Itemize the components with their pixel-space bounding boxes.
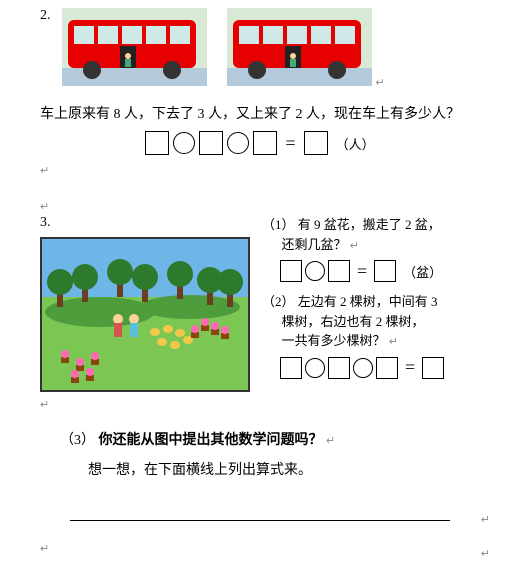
- paragraph-marker: ↵: [481, 547, 490, 560]
- operator-circle: [305, 261, 325, 281]
- unit-label: （盆）: [403, 262, 442, 281]
- bus-image-2: [227, 8, 372, 86]
- equals-sign: =: [357, 261, 367, 282]
- answer-box: [145, 131, 169, 155]
- answer-box: [280, 357, 302, 379]
- sub2-line2: 棵树，右边也有 2 棵树，: [282, 314, 425, 329]
- paragraph-marker: ↵: [481, 513, 490, 526]
- sub3-label: （3）: [60, 433, 95, 448]
- bus-images: [62, 8, 372, 86]
- scene-image: [40, 237, 250, 392]
- operator-circle: [173, 132, 195, 154]
- operator-circle: [353, 358, 373, 378]
- answer-box: [280, 260, 302, 282]
- answer-box: [328, 260, 350, 282]
- answer-blank-line: [70, 503, 450, 521]
- sub1-line1: 有 9 盆花，搬走了 2 盆，: [298, 217, 441, 232]
- problem-2-number: 2.: [40, 8, 51, 24]
- problem-3-number: 3.: [40, 215, 51, 231]
- equals-sign: =: [405, 357, 415, 378]
- paragraph-marker: ↵: [389, 336, 398, 348]
- sub1-equation: = （盆）: [280, 260, 480, 282]
- operator-circle: [305, 358, 325, 378]
- sub3-hint: 想一想，在下面横线上列出算式来。: [88, 459, 480, 479]
- answer-box: [374, 260, 396, 282]
- answer-box: [422, 357, 444, 379]
- paragraph-marker: ↵: [40, 543, 49, 555]
- paragraph-marker: ↵: [40, 165, 49, 177]
- problem-2-equation: = （人）: [40, 131, 480, 155]
- sub2-line3: 一共有多少棵树？: [282, 333, 386, 348]
- bus-image-1: [62, 8, 207, 86]
- paragraph-marker: ↵: [350, 240, 359, 252]
- sub-question-2: （2） 左边有 2 棵树，中间有 3 棵树，右边也有 2 棵树， 一共有多少棵树…: [262, 292, 480, 351]
- sub3-bold: 你还能从图中提出其他数学问题吗？: [99, 433, 323, 448]
- problem-2: 2. ↵ 车上原来有 8 人，下去了 3 人，又上来了 2 人，现在车上有多少人…: [40, 8, 480, 179]
- sub2-label: （2）: [262, 294, 295, 309]
- answer-box: [304, 131, 328, 155]
- unit-label: （人）: [336, 134, 375, 153]
- sub1-line2: 还剩几盆？: [282, 237, 347, 252]
- answer-box: [376, 357, 398, 379]
- paragraph-marker: ↵: [40, 399, 49, 411]
- sub1-label: （1）: [262, 217, 295, 232]
- problem-3: 3. （1） 有 9 盆花，搬走了 2 盆， 还剩几盆？ ↵ = （盆） （2） …: [40, 215, 480, 521]
- answer-box: [328, 357, 350, 379]
- sub-question-1: （1） 有 9 盆花，搬走了 2 盆， 还剩几盆？ ↵: [262, 215, 480, 254]
- paragraph-marker: ↵: [40, 201, 49, 213]
- problem-2-question: 车上原来有 8 人，下去了 3 人，又上来了 2 人，现在车上有多少人？: [40, 103, 480, 123]
- sub-question-3: （3） 你还能从图中提出其他数学问题吗？ ↵ 想一想，在下面横线上列出算式来。: [60, 429, 480, 479]
- paragraph-marker: ↵: [326, 435, 335, 447]
- answer-box: [253, 131, 277, 155]
- operator-circle: [227, 132, 249, 154]
- answer-box: [199, 131, 223, 155]
- equals-sign: =: [285, 133, 295, 154]
- sub2-equation: =: [280, 357, 480, 379]
- paragraph-marker: ↵: [376, 77, 385, 89]
- sub2-line1: 左边有 2 棵树，中间有 3: [298, 294, 438, 309]
